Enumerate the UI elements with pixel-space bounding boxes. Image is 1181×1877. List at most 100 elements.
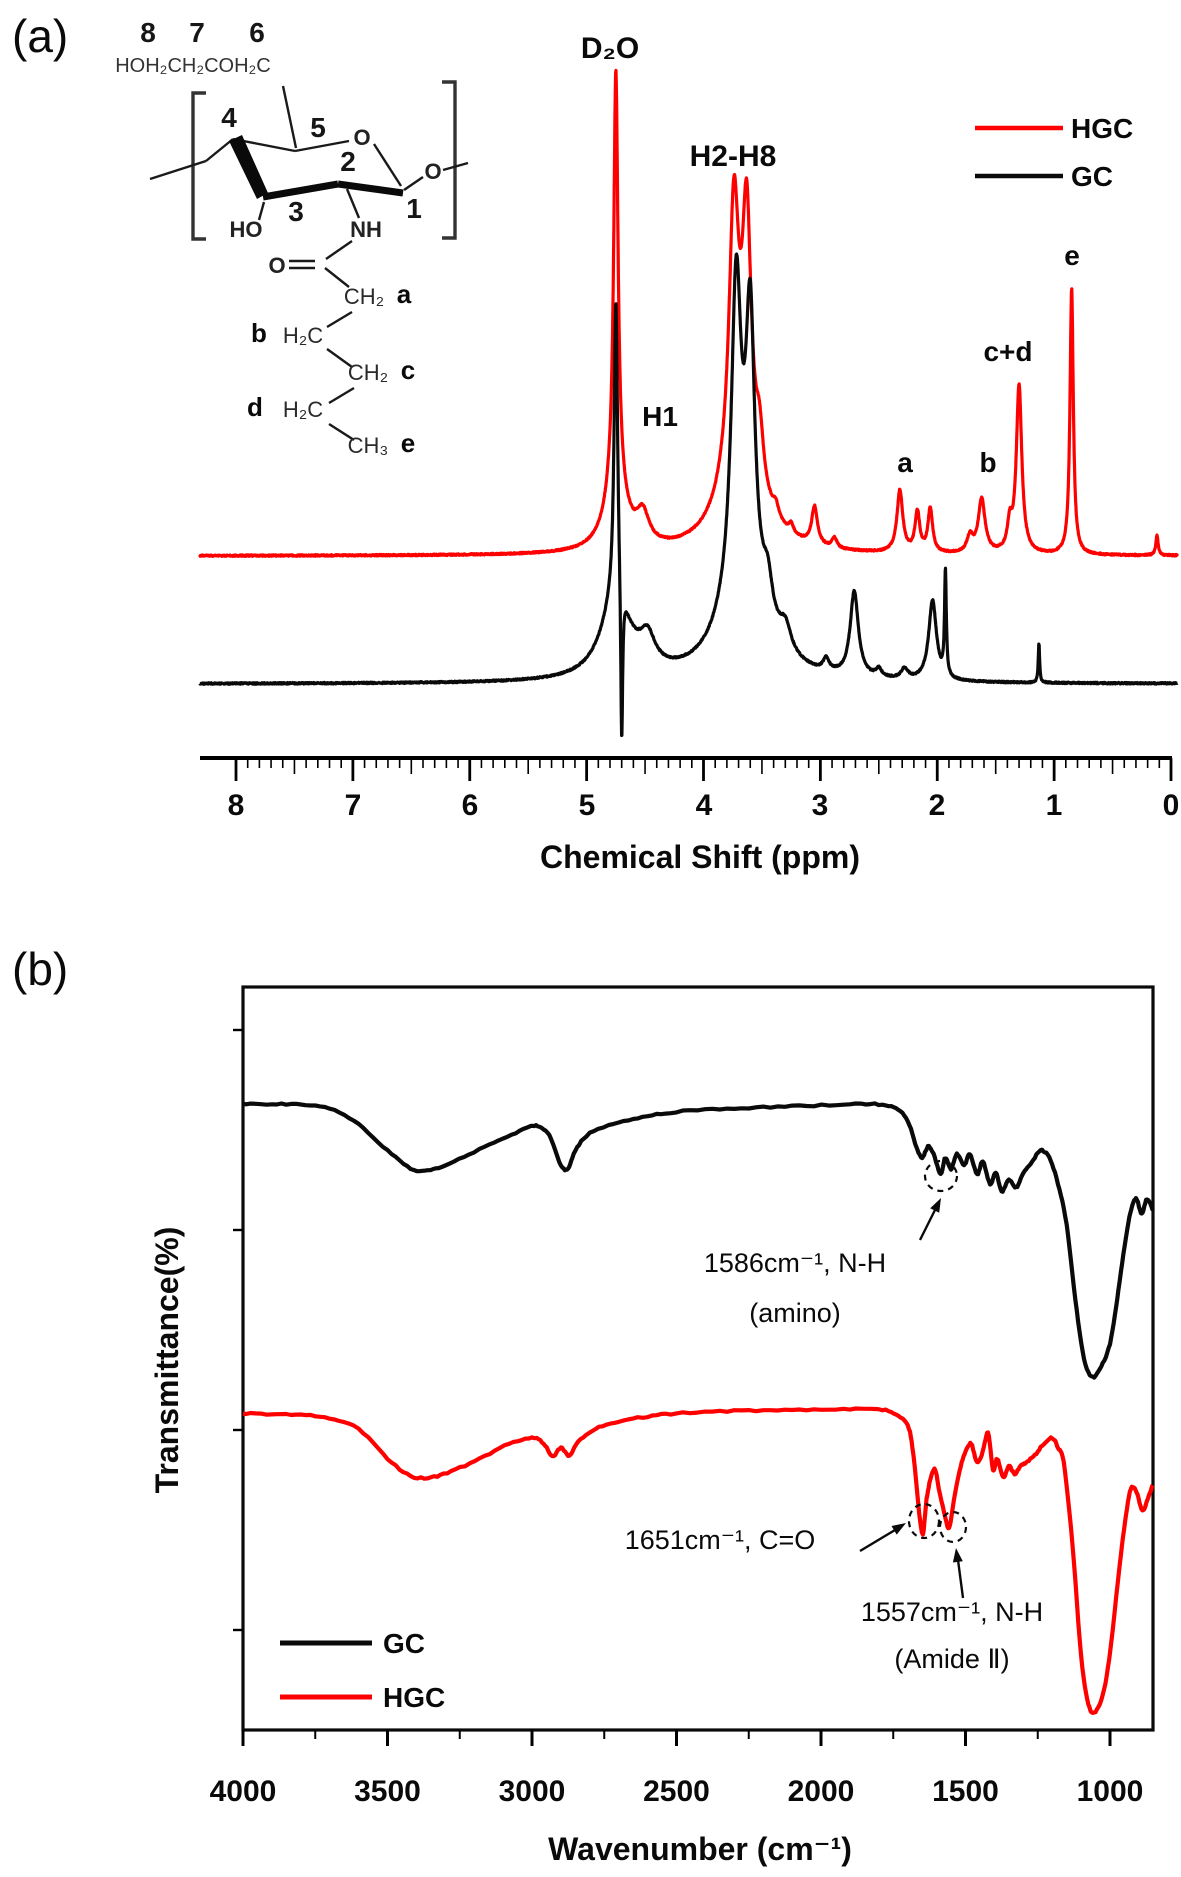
structure-carbon-number-7: 7 <box>189 17 205 48</box>
ftir-tick-1000: 1000 <box>1077 1775 1144 1808</box>
nmr-tick-3: 3 <box>812 789 829 822</box>
annotation-1651-co: 1651cm⁻¹, C=O <box>625 1502 941 1555</box>
chain-tag-d: d <box>247 392 263 422</box>
nmr-axis <box>200 756 1173 781</box>
bond-a-b <box>326 310 353 329</box>
chain-tag-b: b <box>251 318 267 348</box>
ftir-tick-3000: 3000 <box>499 1775 566 1808</box>
chain-ch3-e: CH₃ <box>348 433 389 458</box>
panel-b-label: (b) <box>12 943 68 995</box>
annotation-1586-circle <box>923 1159 959 1193</box>
carbonyl-oxygen-label: O <box>268 253 285 278</box>
nmr-tick-2: 2 <box>929 789 946 822</box>
nmr-tick-7: 7 <box>345 789 362 822</box>
peak-label-e: e <box>1064 240 1080 271</box>
peak-label-h1: H1 <box>642 401 678 432</box>
ring-label-1: 1 <box>406 193 422 224</box>
nmr-axis-numbers: 8 7 6 5 4 3 2 1 0 <box>228 789 1180 822</box>
ftir-tick-4000: 4000 <box>210 1775 277 1808</box>
ftir-axis-numbers: 4000 3500 3000 2500 2000 1500 1000 <box>210 1775 1144 1808</box>
panel-a-legend: HGC GC <box>975 113 1133 192</box>
peak-label-a: a <box>897 447 913 478</box>
bond-b-c <box>326 348 353 368</box>
ftir-traces <box>242 1101 1155 1715</box>
panel-b: (b) Transmittance(%) 4000 3500 3000 2500… <box>12 943 1155 1867</box>
nmr-axis-title: Chemical Shift (ppm) <box>540 839 860 875</box>
annotation-1651-arrow <box>859 1528 896 1553</box>
chain-tag-e: e <box>401 428 415 458</box>
ring-oxygen-label: O <box>353 125 370 150</box>
ftir-tick-2500: 2500 <box>643 1775 710 1808</box>
annotation-1557-arrow <box>956 1559 965 1599</box>
glycosidic-oxygen-label: O <box>424 159 441 184</box>
legend-b-label-gc: GC <box>383 1628 425 1659</box>
ftir-tick-1500: 1500 <box>932 1775 999 1808</box>
bond-o-external-right <box>442 161 469 172</box>
bond-c6 <box>281 85 298 149</box>
nmr-trace-gc <box>198 252 1179 738</box>
nmr-tick-1: 1 <box>1046 789 1063 822</box>
ring-label-5: 5 <box>310 112 326 143</box>
bond-c3-ho <box>257 201 266 221</box>
annotation-1586-nh-amino: 1586cm⁻¹, N-H (amino) <box>704 1159 959 1328</box>
amide-nh-label: NH <box>350 217 382 242</box>
bond-c5-o <box>294 139 350 153</box>
ftir-tick-3500: 3500 <box>354 1775 421 1808</box>
chain-ch2-c: CH₂ <box>348 360 388 385</box>
bond-c-d <box>328 386 355 405</box>
ftir-axis-title: Wavenumber (cm⁻¹) <box>548 1831 852 1867</box>
nmr-tick-5: 5 <box>579 789 596 822</box>
chain-tag-c: c <box>401 355 415 385</box>
hydroxyl-label: HO <box>230 217 263 242</box>
nmr-tick-4: 4 <box>696 789 713 822</box>
structure-side-chain-formula: HOH₂CH₂COH₂C <box>115 55 271 77</box>
ring-label-3: 3 <box>288 196 304 227</box>
annotation-1557-line2: (Amide Ⅱ) <box>894 1644 1009 1674</box>
chain-tag-a: a <box>397 279 412 309</box>
ftir-x-axis-ticks <box>241 1730 1112 1746</box>
panel-a-label: (a) <box>12 10 68 62</box>
peak-label-d2o: D₂O <box>581 32 639 65</box>
structure-carbon-number-6: 6 <box>249 17 265 48</box>
annotation-1557-arrow-head <box>952 1548 963 1563</box>
annotation-1557-line1: 1557cm⁻¹, N-H <box>861 1597 1043 1627</box>
bond-d-e <box>328 422 355 442</box>
peak-label-b: b <box>979 447 996 478</box>
ftir-y-ticks <box>233 1028 243 1632</box>
ftir-trace-hgc <box>242 1406 1155 1715</box>
annotation-1651-arrow-head <box>891 1523 906 1535</box>
bond-carbonyl-ch2a <box>324 267 350 288</box>
annotation-1586-arrow-head <box>930 1198 941 1213</box>
bond-o-c1 <box>372 143 403 187</box>
bond-external-left <box>149 159 207 181</box>
legend-b-label-hgc: HGC <box>383 1682 445 1713</box>
annotation-1586-line1: 1586cm⁻¹, N-H <box>704 1248 886 1278</box>
ftir-plot-box <box>241 985 1155 1732</box>
structure-carbon-number-8: 8 <box>140 17 156 48</box>
legend-label-hgc: HGC <box>1071 113 1133 144</box>
nmr-trace-hgc <box>198 68 1179 558</box>
nmr-tick-0: 0 <box>1163 789 1180 822</box>
legend-label-gc: GC <box>1071 161 1113 192</box>
annotation-1557-nh-amide2: 1557cm⁻¹, N-H (Amide Ⅱ) <box>861 1510 1043 1674</box>
nmr-traces <box>198 68 1179 738</box>
bond-c2-c1-bold <box>337 180 404 197</box>
panel-b-legend: GC HGC <box>280 1628 445 1713</box>
structure-bracket-left <box>191 91 206 241</box>
chain-h2c-d: H₂C <box>283 397 323 422</box>
ftir-y-axis-title: Transmittance(%) <box>149 1227 185 1494</box>
chain-ch2-a: CH₂ <box>344 284 384 309</box>
bond-c4-up <box>205 138 234 162</box>
annotation-1651-circle <box>907 1502 941 1540</box>
structure-bracket-right <box>442 80 457 240</box>
peak-label-h2h8: H2-H8 <box>690 140 777 173</box>
ftir-trace-gc <box>242 1101 1155 1380</box>
bond-c1-o <box>403 176 424 191</box>
bond-c2-nh <box>345 188 361 219</box>
nmr-tick-6: 6 <box>462 789 479 822</box>
annotation-1651-line1: 1651cm⁻¹, C=O <box>625 1525 816 1555</box>
nmr-tick-8: 8 <box>228 789 245 822</box>
ring-label-4: 4 <box>221 102 237 133</box>
